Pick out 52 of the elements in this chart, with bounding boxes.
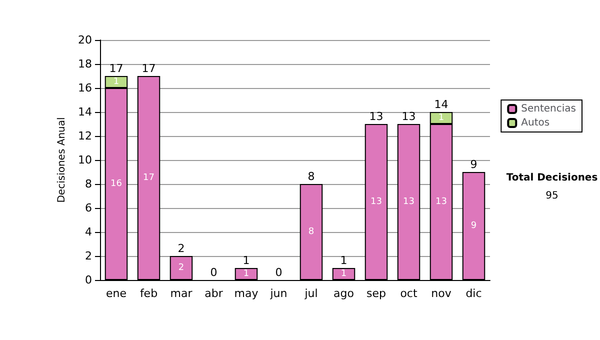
total-label: 14: [434, 98, 448, 111]
data-label: 9: [470, 221, 477, 231]
total-label: 0: [210, 266, 218, 279]
data-label: 8: [308, 227, 314, 237]
text: Total Decisiones: [506, 172, 598, 184]
y-tick-label: 20: [78, 34, 92, 46]
x-tick-label: dic: [466, 287, 482, 300]
total-label: 1: [242, 254, 250, 267]
data-label: 13: [436, 197, 447, 207]
data-label: 1: [340, 269, 347, 279]
text: 95: [546, 190, 558, 202]
y-tick-label: 4: [85, 226, 92, 238]
x-tick-label: sep: [366, 287, 386, 300]
total-label: 2: [178, 242, 185, 255]
data-label: 1: [113, 77, 120, 87]
y-axis-title: Decisiones Anual: [56, 117, 68, 203]
x-tick-label: jun: [269, 287, 288, 300]
y-tick-label: 2: [85, 250, 92, 262]
x-tick-label: ene: [106, 287, 127, 300]
x-tick-label: oct: [400, 287, 418, 300]
y-tick-label: 8: [85, 178, 92, 190]
data-label: 2: [178, 263, 184, 273]
y-tick-label: 14: [78, 106, 92, 118]
x-tick-label: mar: [170, 287, 193, 300]
data-label: 13: [370, 197, 382, 207]
legend-label: Sentencias: [521, 104, 576, 114]
data-label: 16: [110, 179, 122, 189]
total-label: 17: [142, 62, 156, 75]
data-label: 17: [143, 173, 154, 183]
total-label: 17: [109, 62, 124, 75]
y-tick-label: 18: [78, 58, 92, 70]
total-label: 1: [340, 254, 348, 267]
data-label: 13: [403, 197, 414, 207]
total-label: 0: [275, 266, 282, 279]
total-label: 9: [470, 158, 478, 171]
x-tick-label: ago: [334, 287, 354, 300]
legend-label: Autos: [521, 118, 550, 128]
x-tick-label: may: [234, 287, 259, 300]
x-tick-label: abr: [204, 287, 224, 300]
y-tick-label: 0: [85, 274, 92, 286]
total-label: 13: [369, 110, 384, 123]
x-tick-label: jul: [304, 287, 318, 300]
x-tick-label: feb: [140, 287, 158, 300]
total-label: 8: [308, 170, 315, 183]
total-label: 13: [402, 110, 416, 123]
y-tick-label: 16: [78, 82, 92, 94]
x-tick-label: nov: [431, 287, 452, 300]
data-label: 1: [438, 113, 444, 123]
y-tick-label: 10: [78, 154, 92, 166]
y-tick-label: 12: [78, 130, 92, 142]
y-tick-label: 6: [85, 202, 92, 214]
data-label: 1: [243, 269, 250, 279]
